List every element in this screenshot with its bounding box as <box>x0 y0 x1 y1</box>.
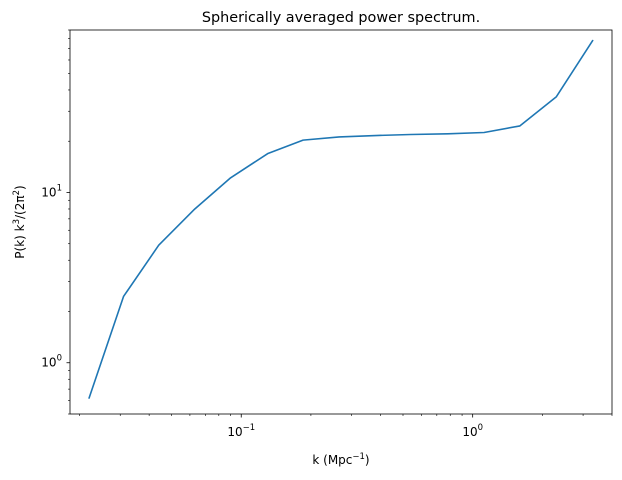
x-tick-label: 100 <box>462 423 483 439</box>
axes-frame <box>69 29 613 415</box>
y-tick-label: 101 <box>41 183 62 199</box>
y-tick-label: 100 <box>41 354 62 370</box>
series-line <box>88 39 594 399</box>
y-axis-label: P(k) k3/(2π2) <box>12 185 27 258</box>
x-axis-ticks: 10−1 100 <box>79 414 613 439</box>
plot-area: 10−1 100 100 101 <box>41 29 613 439</box>
x-tick-label: 10−1 <box>227 423 255 439</box>
chart-title: Spherically averaged power spectrum. <box>202 10 480 26</box>
y-axis-ticks: 100 101 <box>41 29 70 415</box>
x-axis-label: k (Mpc−1) <box>312 452 369 467</box>
